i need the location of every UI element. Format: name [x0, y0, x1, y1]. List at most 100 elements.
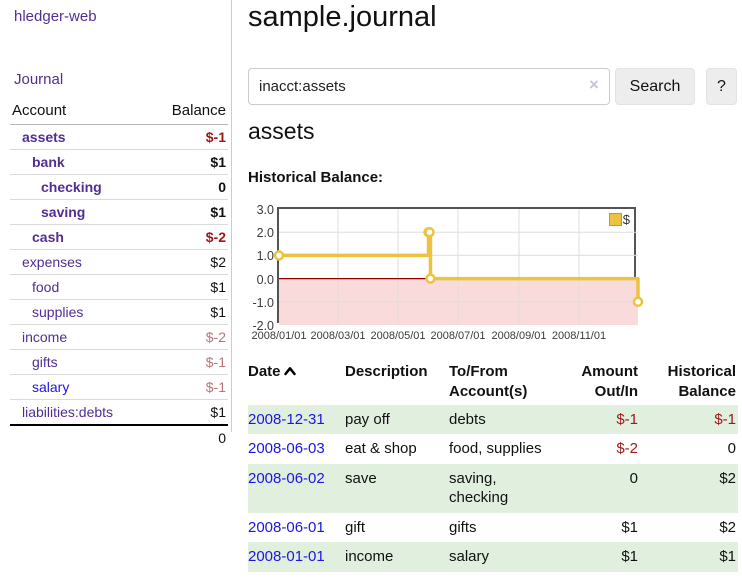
register-header-row: Date Description To/From Account(s) Amou… — [248, 360, 738, 405]
account-balance: $1 — [149, 274, 228, 300]
total-spacer — [10, 424, 150, 450]
help-button[interactable]: ? — [706, 68, 737, 105]
sidebar-account-row: checking 0 — [10, 174, 228, 200]
account-balance: $1 — [149, 299, 228, 325]
accounts-total-balance: 0 — [149, 424, 228, 450]
historical-balance-chart: $ 3.0 2.0 1.0 0.0 -1.0 -2.0 2008/01/01 2008/03/… — [248, 204, 708, 350]
sidebar-account-row: income $-2 — [10, 324, 228, 350]
legend-label: $ — [622, 212, 630, 227]
account-balance: $1 — [149, 149, 228, 175]
register-col-balance: Historical Balance — [667, 363, 736, 401]
transaction-date-cell: 2008-01-01 — [248, 542, 345, 572]
accounts-table: Account Balance assets $-1 bank $1 checking 0… — [10, 99, 228, 450]
account-balance: 0 — [149, 174, 228, 200]
sidebar-account-row: liabilities:debts $1 — [10, 399, 228, 425]
account-title: assets — [248, 118, 315, 144]
account-name-cell: cash — [10, 224, 150, 250]
search-button[interactable]: Search — [615, 68, 695, 105]
transaction-description-cell: pay off — [345, 404, 449, 434]
brand-link[interactable]: hledger-web — [14, 8, 97, 25]
accounts-col-balance: Balance — [149, 99, 228, 125]
sidebar-account-row: expenses $2 — [10, 249, 228, 275]
account-link-gifts[interactable]: gifts — [32, 354, 58, 370]
transaction-balance-cell: $-1 — [638, 404, 738, 434]
sidebar: hledger-web Journal Account Balance asse… — [0, 0, 232, 450]
register-col-date[interactable]: Date — [248, 360, 345, 405]
sidebar-account-row: saving $1 — [10, 199, 228, 225]
transaction-description-cell: save — [345, 463, 449, 513]
x-axis-tick-label: 2008/11/01 — [551, 330, 607, 342]
account-link-cash[interactable]: cash — [32, 229, 64, 245]
account-link-saving[interactable]: saving — [41, 204, 86, 220]
transaction-date-link[interactable]: 2008-01-01 — [248, 548, 325, 565]
clear-search-icon[interactable]: × — [589, 75, 599, 94]
account-link-expenses[interactable]: expenses — [22, 254, 82, 270]
account-link-salary[interactable]: salary — [32, 379, 70, 395]
transaction-accounts-cell: debts — [449, 404, 553, 434]
sidebar-account-row: salary $-1 — [10, 374, 228, 400]
account-name-cell: gifts — [10, 349, 150, 375]
transaction-date-cell: 2008-06-01 — [248, 513, 345, 543]
page-title: sample.journal — [248, 1, 437, 33]
account-link-liabilities-debts[interactable]: liabilities:debts — [22, 404, 114, 420]
account-balance: $1 — [149, 199, 228, 225]
x-axis-tick-label: 2008/09/01 — [491, 330, 547, 342]
search-input[interactable] — [248, 68, 610, 105]
account-link-supplies[interactable]: supplies — [32, 304, 84, 320]
register-col-date-label: Date — [248, 363, 281, 380]
y-axis-tick-label: 3.0 — [256, 203, 274, 217]
data-point-marker — [273, 250, 285, 261]
register-col-accounts: To/From Account(s) — [449, 363, 528, 401]
account-name-cell: food — [10, 274, 150, 300]
account-link-bank[interactable]: bank — [32, 154, 65, 170]
register-row: 2008-06-03 eat & shop food, supplies $-2 0 — [248, 434, 738, 464]
account-name-cell: assets — [10, 125, 149, 150]
account-link-food[interactable]: food — [32, 279, 60, 295]
sidebar-item-journal[interactable]: Journal — [14, 71, 64, 88]
transaction-description-cell: eat & shop — [345, 440, 417, 457]
data-point-marker — [424, 226, 435, 238]
y-axis-tick-label: -1.0 — [252, 295, 274, 310]
account-balance: $-2 — [149, 324, 228, 350]
transaction-description-cell: income — [345, 542, 449, 572]
chart-plot-area[interactable]: $ 3.0 2.0 1.0 0.0 -1.0 -2.0 2008/01/01 2008/03/… — [251, 204, 644, 342]
accounts-header-row: Account Balance — [10, 99, 228, 125]
account-balance: $2 — [149, 249, 228, 275]
accounts-col-account: Account — [10, 99, 150, 125]
account-balance: $-1 — [149, 349, 228, 375]
y-axis-tick-label: -2.0 — [252, 319, 274, 333]
transaction-date-link[interactable]: 2008-06-01 — [248, 518, 325, 536]
register-col-description: Description — [345, 363, 428, 380]
sidebar-account-row: cash $-2 — [10, 224, 228, 250]
account-link-checking[interactable]: checking — [41, 179, 102, 195]
accounts-total-row: 0 — [10, 424, 228, 450]
y-axis-tick-label: 1.0 — [256, 249, 274, 264]
account-link-income[interactable]: income — [22, 329, 68, 345]
sidebar-account-row: gifts $-1 — [10, 349, 228, 375]
y-axis-tick-label: 0.0 — [256, 272, 274, 287]
x-axis-tick-label: 2008/07/01 — [430, 330, 486, 342]
transaction-date-link[interactable]: 2008-12-31 — [248, 410, 325, 428]
register-row: 2008-12-31 pay off debts $-1 $-1 — [248, 404, 738, 434]
transaction-date-cell: 2008-06-03 — [248, 434, 345, 464]
account-name-cell: liabilities:debts — [10, 399, 150, 425]
account-balance: $-1 — [149, 374, 228, 400]
chart-canvas[interactable] — [273, 209, 644, 325]
register-row: 2008-06-01 gift gifts $1 $2 — [248, 513, 738, 543]
transaction-amount-cell: $-2 — [616, 440, 638, 457]
chart-heading: Historical Balance: — [248, 169, 384, 186]
transaction-date-cell: 2008-06-02 — [248, 463, 345, 513]
account-name-cell: salary — [10, 374, 150, 400]
transaction-amount-cell: $1 — [553, 542, 638, 572]
transaction-balance-cell: $2 — [719, 518, 736, 536]
x-axis-tick-label: 2008/01/01 — [251, 330, 307, 342]
transaction-description-cell: gift — [345, 518, 366, 536]
transaction-date-link[interactable]: 2008-06-03 — [248, 440, 325, 457]
transaction-amount-cell: $1 — [621, 518, 638, 536]
y-axis-tick-label: 2.0 — [256, 226, 274, 241]
transaction-accounts-cell: salary — [449, 542, 553, 572]
transaction-date-link[interactable]: 2008-06-02 — [248, 469, 325, 487]
data-point-marker — [425, 273, 436, 284]
account-link-assets[interactable]: assets — [22, 129, 66, 145]
transaction-balance-cell: $1 — [638, 542, 738, 572]
